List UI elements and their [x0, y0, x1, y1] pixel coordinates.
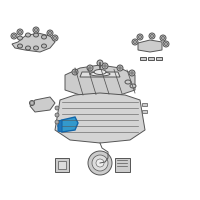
Bar [140, 57, 146, 60]
Circle shape [74, 71, 76, 73]
Polygon shape [80, 72, 120, 77]
FancyBboxPatch shape [115, 158, 130, 172]
Polygon shape [58, 120, 62, 132]
Circle shape [54, 36, 57, 40]
Ellipse shape [42, 44, 46, 48]
Circle shape [33, 27, 39, 33]
Circle shape [72, 69, 78, 75]
Circle shape [48, 31, 52, 34]
Ellipse shape [34, 33, 38, 37]
Polygon shape [30, 97, 55, 112]
Circle shape [104, 65, 106, 67]
Bar [156, 57, 162, 60]
Circle shape [117, 65, 123, 71]
Circle shape [163, 41, 169, 47]
Polygon shape [58, 117, 78, 132]
Ellipse shape [34, 46, 38, 50]
Circle shape [102, 63, 108, 69]
Circle shape [35, 28, 38, 31]
Circle shape [134, 40, 136, 44]
Circle shape [151, 34, 154, 38]
Circle shape [92, 155, 108, 171]
Circle shape [96, 159, 104, 167]
Circle shape [97, 60, 103, 66]
Ellipse shape [26, 33, 30, 37]
Ellipse shape [42, 35, 46, 39]
Polygon shape [12, 33, 55, 52]
Circle shape [47, 30, 53, 36]
Circle shape [18, 30, 22, 33]
Ellipse shape [18, 44, 22, 48]
Circle shape [55, 113, 59, 117]
FancyBboxPatch shape [55, 158, 69, 172]
Circle shape [129, 70, 135, 76]
Ellipse shape [130, 84, 136, 88]
Circle shape [31, 102, 33, 104]
Ellipse shape [18, 36, 22, 40]
Circle shape [131, 72, 133, 74]
Ellipse shape [125, 80, 131, 84]
Circle shape [164, 43, 168, 46]
Circle shape [17, 29, 23, 35]
Ellipse shape [90, 72, 110, 76]
Circle shape [12, 34, 16, 38]
Circle shape [30, 100, 35, 106]
Circle shape [149, 33, 155, 39]
Circle shape [138, 36, 142, 38]
Circle shape [87, 65, 93, 71]
Circle shape [137, 34, 143, 40]
Circle shape [160, 35, 166, 41]
Bar [148, 57, 154, 60]
Circle shape [132, 39, 138, 45]
Circle shape [55, 106, 59, 110]
Polygon shape [55, 93, 145, 143]
Ellipse shape [94, 70, 106, 74]
FancyBboxPatch shape [142, 110, 147, 113]
Circle shape [55, 120, 59, 124]
Circle shape [11, 33, 17, 39]
Polygon shape [138, 40, 162, 52]
Circle shape [119, 67, 121, 69]
Circle shape [88, 151, 112, 175]
Ellipse shape [26, 46, 30, 50]
FancyBboxPatch shape [58, 161, 66, 169]
Circle shape [89, 67, 91, 69]
Circle shape [52, 35, 58, 41]
Polygon shape [65, 65, 135, 97]
FancyBboxPatch shape [142, 103, 147, 106]
Circle shape [162, 36, 164, 40]
